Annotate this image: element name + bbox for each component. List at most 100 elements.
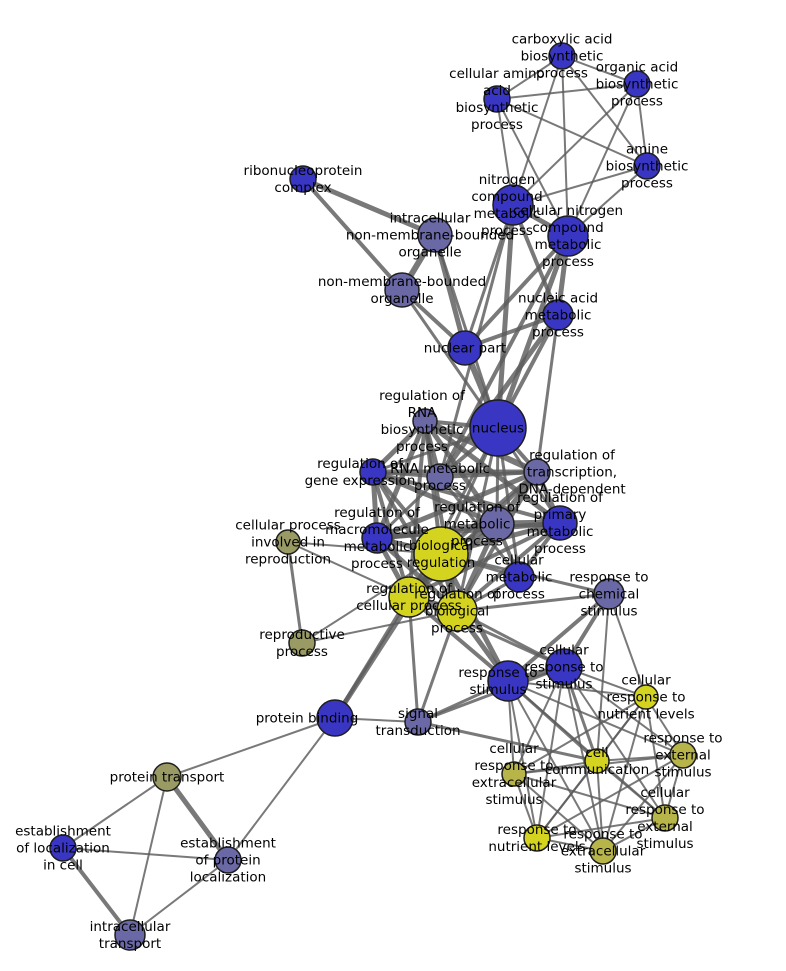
node-inmb[interactable]	[417, 217, 453, 253]
node-regmacro[interactable]	[361, 522, 393, 554]
node-nucpart[interactable]	[447, 330, 483, 366]
edge-respchem-regbio	[455, 592, 611, 613]
node-cellcomm[interactable]	[584, 748, 610, 774]
node-amino[interactable]	[483, 85, 511, 113]
node-regbio[interactable]	[436, 590, 478, 632]
node-cellresp[interactable]	[545, 648, 583, 686]
edge-cellresp-crextr	[513, 666, 565, 775]
node-ribo[interactable]	[289, 165, 317, 193]
node-protbind[interactable]	[316, 699, 354, 737]
node-estloc[interactable]	[49, 834, 77, 862]
edge-nitro-nucpart	[463, 203, 515, 350]
edge-cellcomm-crext	[596, 760, 666, 819]
node-rnl[interactable]	[523, 824, 551, 852]
edge-nucacid-regtrans	[535, 313, 560, 474]
edge-cellcomm-rnl	[536, 760, 598, 839]
node-cpir[interactable]	[275, 529, 301, 555]
node-repro[interactable]	[288, 629, 316, 657]
node-carb[interactable]	[548, 42, 576, 70]
edge-regtrans-rnamet	[438, 470, 539, 479]
node-regmet[interactable]	[479, 506, 515, 542]
edge-protbind-prottrans	[166, 717, 336, 778]
edge-respstim-regcell	[407, 595, 510, 683]
node-estprot[interactable]	[214, 846, 242, 874]
edge-org-amino	[496, 83, 638, 100]
node-respstim[interactable]	[487, 660, 529, 702]
edge-carb-nitro	[512, 55, 563, 206]
node-regrna[interactable]	[412, 408, 438, 434]
edge-cnitro-nucleus	[495, 233, 571, 431]
node-sigtrans[interactable]	[404, 708, 432, 736]
nodes-layer	[49, 42, 697, 951]
node-rnamet[interactable]	[426, 463, 454, 491]
edge-cellresp-sigtrans	[416, 665, 566, 724]
node-regcell[interactable]	[388, 576, 430, 618]
labels-layer: carboxylic acid biosynthetic process organi…	[15, 32, 723, 953]
edge-estloc-intratrans	[61, 846, 132, 937]
edge-crextr-rextr	[513, 773, 604, 852]
node-nucleus[interactable]	[469, 399, 527, 457]
edge-prottrans-estprot	[164, 774, 231, 863]
edge-prottrans-estloc	[62, 776, 168, 849]
node-rextr[interactable]	[589, 837, 617, 865]
edge-rext-rextr	[602, 754, 684, 852]
edge-org-amine	[636, 83, 648, 167]
node-respchem[interactable]	[593, 578, 625, 610]
node-prottrans[interactable]	[152, 762, 182, 792]
node-crnl[interactable]	[633, 684, 659, 710]
edge-cpir-repro	[286, 540, 304, 645]
edge-cellcomm-sigtrans	[416, 720, 599, 763]
node-amine[interactable]	[633, 152, 661, 180]
node-nitro[interactable]	[492, 184, 534, 226]
edge-respchem-crnl	[608, 593, 647, 698]
edge-org-cnitro	[567, 83, 638, 237]
node-rext[interactable]	[669, 741, 697, 769]
edge-respstim-rnl	[507, 680, 538, 839]
node-crext[interactable]	[651, 804, 679, 832]
edge-carb-amine	[561, 55, 648, 167]
node-intratrans[interactable]	[114, 919, 146, 951]
edge-reggene-regmet	[370, 469, 500, 527]
edge-nucleus-regbio	[455, 426, 500, 613]
edge-cellresp-crext	[563, 666, 666, 819]
edge-amine-nitro	[512, 165, 648, 206]
edge-cnitro-nucpart	[463, 234, 570, 350]
edges-layer	[61, 55, 684, 937]
edge-crextr-crext	[513, 773, 666, 819]
edge-estloc-estprot	[62, 847, 229, 861]
edge-org-nitro	[512, 83, 638, 206]
node-cnitro[interactable]	[547, 215, 589, 257]
edge-amino-amine	[496, 98, 648, 167]
edge-respchem-respstim	[506, 592, 611, 683]
node-nmb[interactable]	[384, 272, 420, 308]
node-nucacid[interactable]	[542, 299, 574, 331]
node-regtrans[interactable]	[523, 458, 551, 486]
node-regprim[interactable]	[542, 505, 578, 541]
edge-crnl-crextr	[513, 696, 647, 775]
edge-sigtrans-regcell	[407, 595, 420, 724]
node-cellmet[interactable]	[503, 561, 535, 593]
edge-crnl-rextr	[602, 696, 647, 852]
edge-cellcomm-crextr	[513, 760, 598, 775]
node-reggene[interactable]	[359, 458, 387, 486]
edge-ribo-nmb	[301, 177, 404, 292]
edge-crext-rnl	[536, 817, 666, 839]
edge-protbind-regcell	[333, 595, 411, 720]
edge-amino-cnitro	[496, 98, 569, 237]
edge-regprim-regcell	[407, 521, 562, 599]
edge-rext-rnl	[536, 754, 684, 839]
edge-cellcomm-rextr	[596, 760, 604, 852]
edge-respchem-cellcomm	[596, 593, 610, 762]
node-bioreg[interactable]	[413, 526, 469, 582]
node-crextr[interactable]	[501, 761, 527, 787]
edge-reggene-regbio	[371, 470, 459, 613]
node-org[interactable]	[623, 70, 651, 98]
edge-prottrans-intratrans	[129, 776, 168, 936]
edge-cellresp-regcell	[407, 595, 566, 669]
edge-respstim-crnl	[507, 680, 647, 698]
edge-estprot-intratrans	[129, 859, 229, 936]
edge-respstim-rextr	[507, 680, 604, 852]
edge-ribo-inmb	[300, 176, 438, 238]
